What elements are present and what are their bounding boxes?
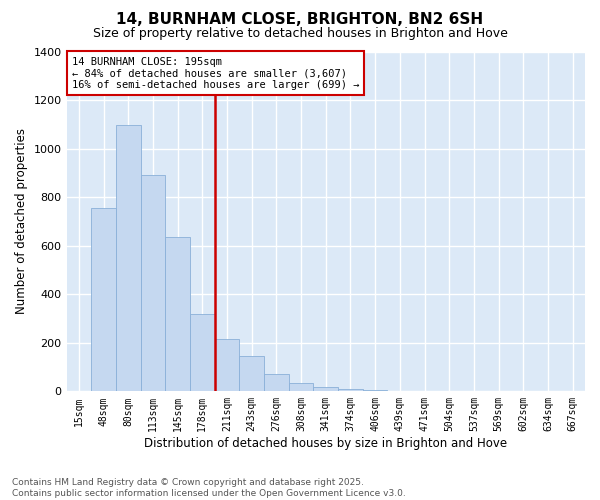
Bar bbox=[289, 383, 313, 392]
Text: Size of property relative to detached houses in Brighton and Hove: Size of property relative to detached ho… bbox=[92, 28, 508, 40]
Bar bbox=[215, 339, 239, 392]
Bar bbox=[116, 125, 140, 392]
Bar bbox=[190, 314, 215, 392]
Bar bbox=[264, 374, 289, 392]
Y-axis label: Number of detached properties: Number of detached properties bbox=[15, 128, 28, 314]
X-axis label: Distribution of detached houses by size in Brighton and Hove: Distribution of detached houses by size … bbox=[144, 437, 508, 450]
Text: Contains HM Land Registry data © Crown copyright and database right 2025.
Contai: Contains HM Land Registry data © Crown c… bbox=[12, 478, 406, 498]
Text: 14, BURNHAM CLOSE, BRIGHTON, BN2 6SH: 14, BURNHAM CLOSE, BRIGHTON, BN2 6SH bbox=[116, 12, 484, 28]
Bar bbox=[91, 208, 116, 392]
Bar bbox=[140, 176, 165, 392]
Bar bbox=[338, 390, 363, 392]
Bar bbox=[388, 390, 412, 392]
Text: 14 BURNHAM CLOSE: 195sqm
← 84% of detached houses are smaller (3,607)
16% of sem: 14 BURNHAM CLOSE: 195sqm ← 84% of detach… bbox=[72, 56, 359, 90]
Bar bbox=[239, 356, 264, 392]
Bar bbox=[363, 390, 388, 392]
Bar bbox=[165, 237, 190, 392]
Bar bbox=[313, 387, 338, 392]
